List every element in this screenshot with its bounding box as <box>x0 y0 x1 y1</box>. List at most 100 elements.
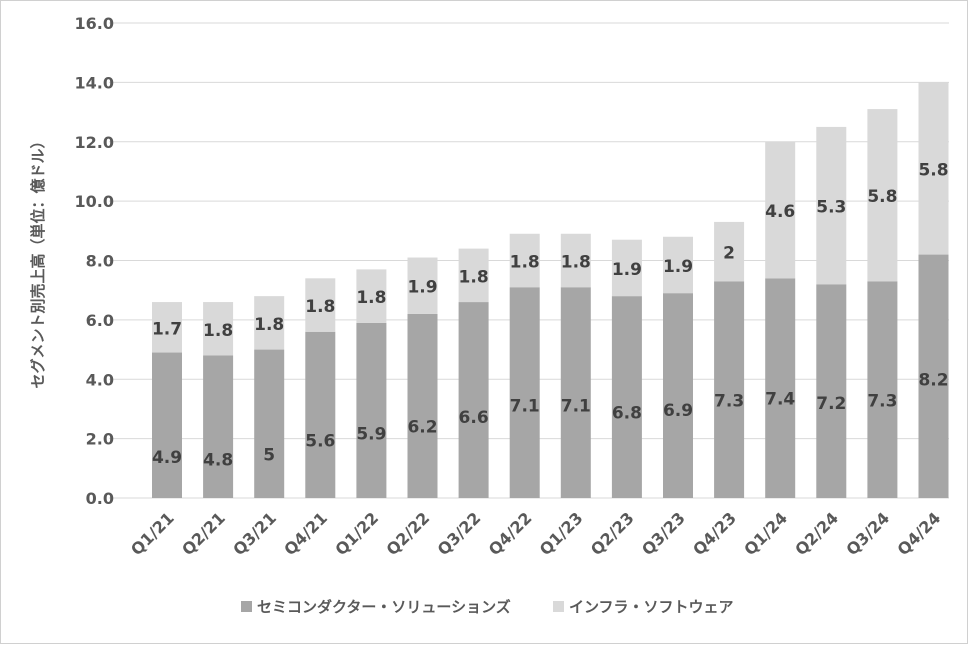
data-label: 4.6 <box>765 202 795 222</box>
x-tick-label: Q3/23 <box>638 508 689 559</box>
x-tick-label: Q1/21 <box>127 508 178 559</box>
bar-semiconductor <box>356 322 387 498</box>
data-label: 7.3 <box>714 392 744 412</box>
data-label: 1.8 <box>459 267 489 287</box>
bar-infrastructure <box>918 82 949 255</box>
data-label: 5.6 <box>305 432 335 452</box>
bar-infrastructure <box>509 233 540 288</box>
y-tick-label: 14.0 <box>75 73 114 92</box>
data-label: 1.8 <box>510 253 540 273</box>
data-label: 6.9 <box>663 401 693 421</box>
bar-infrastructure <box>611 239 642 297</box>
data-label: 5.3 <box>816 198 846 218</box>
data-label: 5.9 <box>356 425 386 445</box>
y-tick-label: 0.0 <box>86 489 114 508</box>
y-tick-label: 8.0 <box>86 252 114 271</box>
y-tick-label: 6.0 <box>86 311 114 330</box>
data-label: 5 <box>263 446 275 466</box>
data-label: 7.3 <box>867 392 897 412</box>
data-label: 1.9 <box>663 257 693 277</box>
data-label: 6.2 <box>407 417 437 437</box>
data-label: 7.1 <box>510 396 540 416</box>
x-tick-label: Q1/23 <box>536 508 587 559</box>
data-label: 5.8 <box>918 160 948 180</box>
bar-semiconductor <box>305 331 336 498</box>
data-label: 7.4 <box>765 389 795 409</box>
bar-semiconductor <box>203 355 234 498</box>
data-label: 1.8 <box>203 321 233 341</box>
bar-infrastructure <box>407 257 438 314</box>
bar-infrastructure <box>458 248 489 303</box>
bar-infrastructure <box>714 221 745 282</box>
data-label: 4.8 <box>203 450 233 470</box>
bar-infrastructure <box>765 141 796 279</box>
bar-infrastructure <box>560 233 591 288</box>
legend-label-semiconductor: セミコンダクター・ソリューションズ <box>257 598 511 616</box>
y-axis-label: セグメント別売上高（単位：億ドル） <box>29 133 47 388</box>
bar-semiconductor <box>611 296 642 498</box>
legend-swatch-semiconductor <box>241 601 252 612</box>
data-label: 8.2 <box>918 370 948 390</box>
bar-semiconductor <box>816 284 847 498</box>
bar-semiconductor <box>509 287 540 498</box>
bar-infrastructure <box>867 109 898 282</box>
x-tick-label: Q3/21 <box>229 508 280 559</box>
bar-infrastructure <box>816 126 847 285</box>
x-tick-label: Q3/22 <box>434 508 485 559</box>
data-label: 1.8 <box>305 297 335 317</box>
x-axis-ticks: Q1/21 Q2/21 Q3/21 Q4/21 Q1/22 Q2/22 Q3/22 Q4/22… <box>127 508 944 559</box>
bar-infrastructure <box>663 236 693 294</box>
x-tick-label: Q1/24 <box>740 508 791 559</box>
x-tick-label: Q2/24 <box>791 508 842 559</box>
data-label: 7.1 <box>561 396 591 416</box>
bar-infrastructure <box>203 302 234 356</box>
data-label: 1.8 <box>561 253 591 273</box>
bar-semiconductor <box>714 281 745 498</box>
x-tick-label: Q2/22 <box>383 508 434 559</box>
data-label: 2 <box>723 244 735 264</box>
bar-infrastructure <box>152 302 182 353</box>
legend-label-infrastructure: インフラ・ソフトウェア <box>569 598 734 616</box>
data-label: 4.9 <box>152 448 182 468</box>
x-tick-label: Q1/22 <box>331 508 382 559</box>
bar-semiconductor <box>663 293 693 498</box>
y-tick-label: 16.0 <box>75 14 114 33</box>
bar-semiconductor <box>918 254 949 498</box>
data-label: 1.8 <box>254 315 284 335</box>
bar-infrastructure <box>254 296 285 350</box>
data-label: 1.7 <box>152 319 182 339</box>
bar-semiconductor <box>560 287 591 498</box>
bar-semiconductor <box>254 349 285 498</box>
y-tick-label: 10.0 <box>75 192 114 211</box>
x-tick-label: Q4/24 <box>894 508 945 559</box>
bar-semiconductor <box>867 281 898 498</box>
data-label: 7.2 <box>816 394 846 414</box>
legend: セミコンダクター・ソリューションズ インフラ・ソフトウェア <box>241 598 734 616</box>
y-axis-ticks: 0.0 2.0 4.0 6.0 8.0 10.0 12.0 14.0 16.0 <box>75 14 114 508</box>
legend-swatch-infrastructure <box>553 601 564 612</box>
x-tick-label: Q3/24 <box>842 508 893 559</box>
x-tick-label: Q4/22 <box>485 508 536 559</box>
bar-semiconductor <box>152 352 182 498</box>
y-tick-label: 4.0 <box>86 370 114 389</box>
y-tick-label: 2.0 <box>86 430 114 449</box>
data-label: 1.9 <box>612 260 642 280</box>
data-labels: 4.9 1.7 4.8 1.8 5 1.8 5.6 1.8 5.9 1.8 6.2 1.9 6.6 1.8… <box>152 160 949 470</box>
x-tick-label: Q4/23 <box>689 508 740 559</box>
bar-infrastructure <box>305 278 336 332</box>
bar-infrastructure <box>356 269 387 323</box>
data-label: 6.6 <box>459 408 489 428</box>
bar-semiconductor <box>458 302 489 498</box>
data-label: 1.9 <box>407 278 437 298</box>
bar-semiconductor <box>765 278 796 498</box>
data-label: 5.8 <box>867 187 897 207</box>
data-label: 6.8 <box>612 403 642 423</box>
bar-semiconductor <box>407 313 438 498</box>
data-label: 1.8 <box>356 288 386 308</box>
x-tick-label: Q2/23 <box>587 508 638 559</box>
x-tick-label: Q2/21 <box>178 508 229 559</box>
x-tick-label: Q4/21 <box>280 508 331 559</box>
y-tick-label: 12.0 <box>75 133 114 152</box>
